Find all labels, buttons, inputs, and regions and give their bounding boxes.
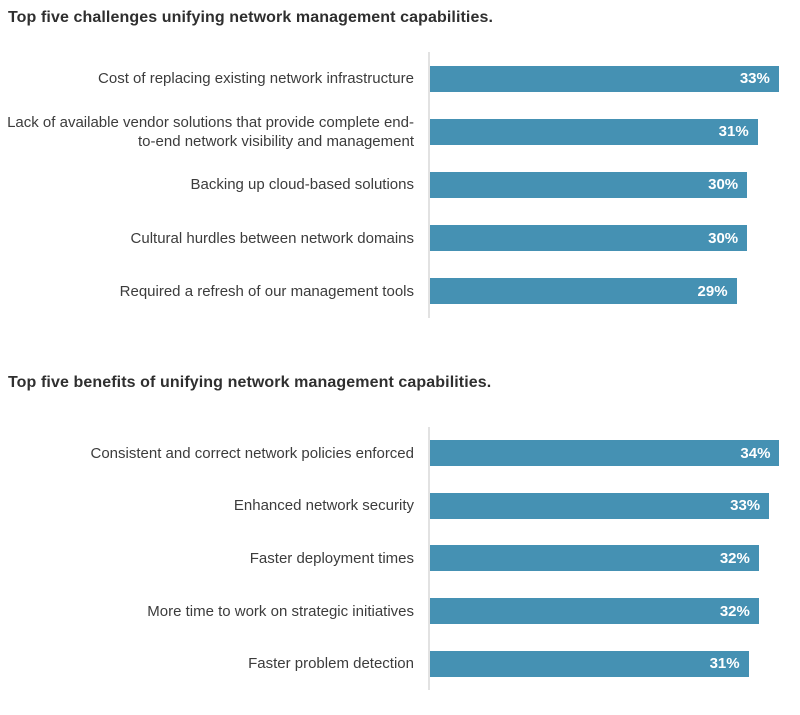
category-label: Enhanced network security [233,497,414,515]
bar-row: Faster deployment times 32% [0,532,800,585]
value-label: 31% [709,655,740,673]
bar: 34% [430,440,780,467]
bar-row: Lack of available vendor solutions that … [0,105,800,159]
bar-row: Cultural hurdles between network domains… [0,211,800,265]
category-label: More time to work on strategic initiativ… [147,602,414,620]
challenges-chart-title: Top five challenges unifying network man… [8,9,494,26]
bar-track: 33% [428,479,800,533]
value-label: 32% [719,602,750,620]
bar: 30% [430,225,748,252]
benefits-chart-title: Top five benefits of unifying network ma… [8,374,492,391]
bar: 32% [430,545,759,572]
bar: 33% [430,65,779,92]
bar-row: Consistent and correct network policies … [0,427,800,480]
category-label: Required a refresh of our management too… [119,282,414,300]
value-label: 34% [740,444,771,462]
bar-track: 30% [428,158,800,212]
bar-row: Required a refresh of our management too… [0,264,800,318]
bar-track: 32% [428,584,800,638]
bar: 31% [430,650,749,677]
bar-track: 33% [428,52,800,106]
bar-row: Enhanced network security 33% [0,479,800,533]
bar-track: 32% [428,532,800,585]
bar-row: Faster problem detection 31% [0,637,800,690]
value-label: 32% [719,549,750,567]
value-label: 33% [739,70,770,88]
bar-row: More time to work on strategic initiativ… [0,584,800,638]
bar-row: Backing up cloud-based solutions 30% [0,158,800,212]
value-label: 30% [708,176,739,194]
category-label: Cultural hurdles between network domains [130,229,414,247]
bar-row: Cost of replacing existing network infra… [0,52,800,106]
bar: 30% [430,171,748,198]
value-label: 29% [697,282,728,300]
benefits-plot-area: Consistent and correct network policies … [0,427,800,690]
value-label: 30% [708,229,739,247]
bar: 32% [430,598,759,625]
benefits-chart: Top five benefits of unifying network ma… [0,373,800,715]
bar-track: 30% [428,211,800,265]
challenges-chart: Top five challenges unifying network man… [0,0,800,340]
bar-track: 34% [428,427,800,480]
bar-track: 29% [428,264,800,318]
category-label: Faster problem detection [248,655,414,673]
category-label: Consistent and correct network policies … [90,444,415,462]
value-label: 31% [718,123,749,141]
bar: 31% [430,118,758,145]
category-label: Faster deployment times [249,549,414,567]
value-label: 33% [730,497,761,515]
bar-track: 31% [428,105,800,159]
bar: 33% [430,492,770,519]
bar-track: 31% [428,637,800,690]
challenges-plot-area: Cost of replacing existing network infra… [0,52,800,318]
category-label: Cost of replacing existing network infra… [98,70,414,88]
category-label: Backing up cloud-based solutions [190,176,414,194]
bar: 29% [430,278,737,305]
category-label: Lack of available vendor solutions that … [7,113,414,150]
